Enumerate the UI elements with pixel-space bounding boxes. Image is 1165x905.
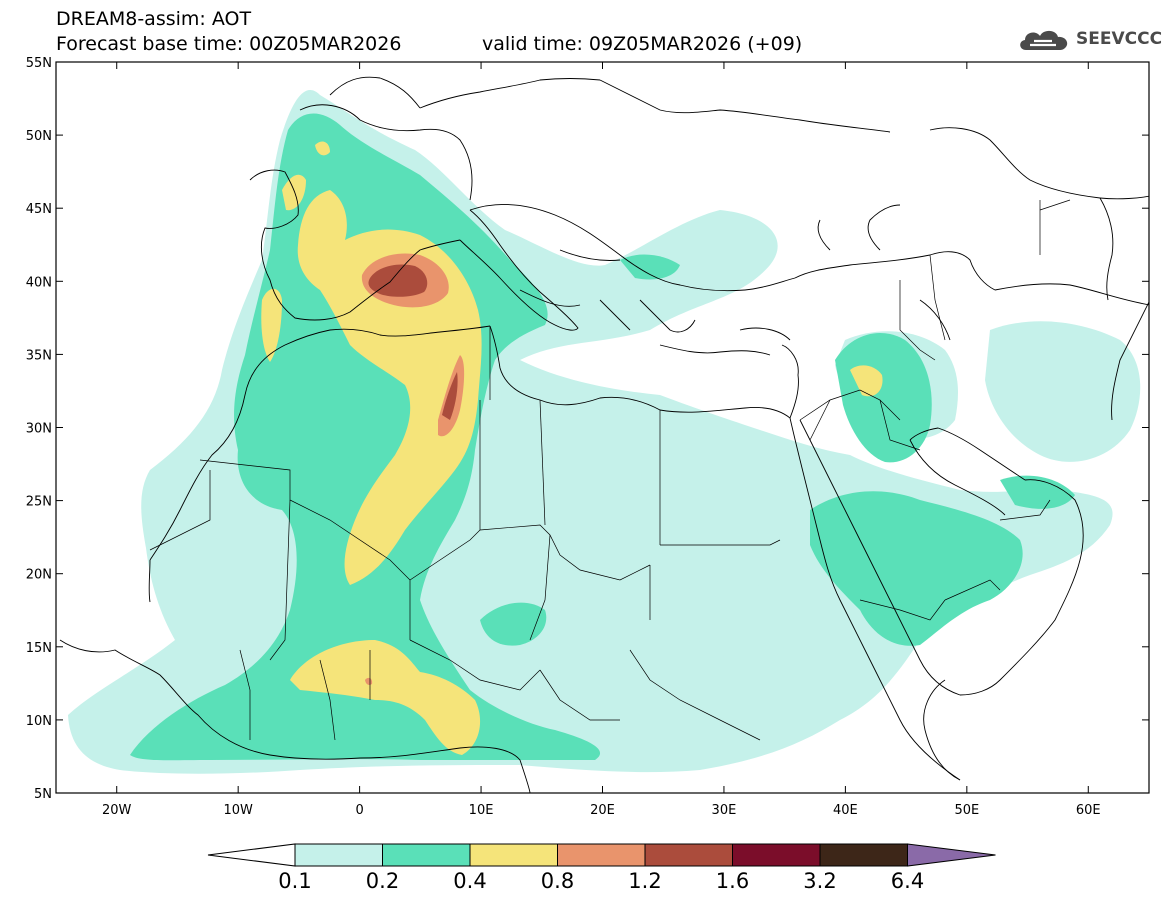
colorbar-swatch: [819, 843, 908, 867]
lat-tick-label: 35N: [26, 348, 52, 363]
colorbar-label: 1.6: [716, 869, 749, 893]
forecast-base-time: Forecast base time: 00Z05MAR2026: [56, 33, 402, 55]
colorbar-label: 6.4: [891, 869, 924, 893]
lon-tick-label: 20W: [102, 803, 132, 818]
lon-tick-label: 0: [355, 803, 363, 818]
colorbar-swatch: [732, 843, 821, 867]
colorbar-swatch: [294, 843, 383, 867]
lon-tick-label: 10W: [223, 803, 253, 818]
borders: [149, 199, 1071, 741]
colorbar-label: 1.2: [628, 869, 661, 893]
valid-time: valid time: 09Z05MAR2026 (+09): [482, 33, 803, 55]
colorbar-swatch: [469, 843, 558, 867]
axis-ticks: 55N 50N 45N 40N 35N 30N 25N 20N 15N 10N 5N 20W 10W 0 1…: [26, 56, 1149, 818]
lon-tick-label: 20E: [590, 803, 615, 818]
lat-tick-label: 20N: [26, 568, 52, 583]
lon-tick-label: 10E: [469, 803, 494, 818]
aot-contour-0.1: [68, 90, 1141, 774]
aot-contour-1.2: [368, 264, 458, 420]
lat-tick-label: 55N: [26, 56, 52, 71]
lon-tick-label: 30E: [712, 803, 737, 818]
lat-tick-label: 15N: [26, 641, 52, 656]
colorbar-label: 0.4: [453, 869, 486, 893]
lat-tick-label: 40N: [26, 275, 52, 290]
lat-tick-label: 25N: [26, 495, 52, 510]
colorbar-label: 0.8: [541, 869, 574, 893]
colorbar-arrow-low: [207, 843, 296, 867]
map-title: DREAM8-assim: AOT: [56, 8, 252, 30]
lat-tick-label: 30N: [26, 422, 52, 437]
cloud-icon: [1020, 30, 1068, 50]
coastlines: [59, 76, 1149, 793]
colorbar-label: 0.2: [366, 869, 399, 893]
colorbar: 0.1 0.2 0.4 0.8 1.2 1.6 3.2 6.4: [207, 843, 996, 893]
colorbar-arrow-high: [907, 843, 996, 867]
aot-field: [68, 90, 1141, 774]
lat-tick-label: 10N: [26, 714, 52, 729]
lat-tick-label: 45N: [26, 202, 52, 217]
lat-tick-label: 5N: [34, 787, 52, 802]
aot-contour-0.2: [130, 113, 1075, 761]
colorbar-swatch: [382, 843, 471, 867]
lat-tick-label: 50N: [26, 129, 52, 144]
lon-tick-label: 50E: [954, 803, 979, 818]
logo-text: SEEVCCC: [1076, 29, 1163, 49]
colorbar-swatch: [557, 843, 646, 867]
lon-tick-label: 60E: [1076, 803, 1101, 818]
colorbar-swatch: [644, 843, 733, 867]
colorbar-label: 3.2: [803, 869, 836, 893]
lon-tick-label: 40E: [833, 803, 858, 818]
colorbar-label: 0.1: [278, 869, 311, 893]
seevccc-logo: SEEVCCC: [1016, 22, 1162, 56]
